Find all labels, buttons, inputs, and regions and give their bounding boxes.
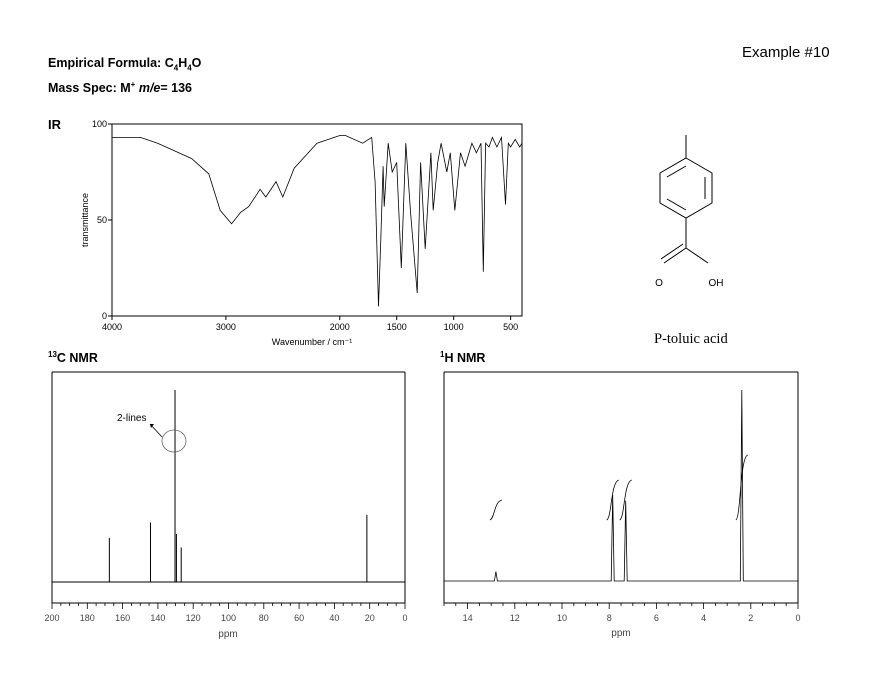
empirical-formula: Empirical Formula: C4H4O [48, 56, 201, 73]
formula-h-subscript: 4 [187, 63, 192, 73]
ir-xtick-label: 500 [503, 322, 518, 332]
h1-integral-curve [619, 479, 632, 521]
h1-xtick-label: 6 [654, 613, 659, 623]
h1-xtick-label: 0 [795, 613, 800, 623]
c13-xtick-label: 80 [259, 613, 269, 623]
carbonyl-bond-b [660, 243, 684, 260]
c13-nmr-title: 13C NMR [48, 350, 98, 365]
h1-xtick-label: 10 [557, 613, 567, 623]
mass-prefix: Mass Spec: M [48, 81, 131, 96]
mass-superscript: + [130, 80, 136, 89]
ir-xtick-label: 4000 [102, 322, 122, 332]
h1-text: H NMR [444, 351, 486, 366]
atom-oh-label: OH [709, 278, 724, 289]
ir-xtick-label: 3000 [216, 322, 236, 332]
ir-xtick-label: 1500 [387, 322, 407, 332]
h1-superscript: 1 [440, 350, 445, 359]
p-toluic-acid-structure [659, 135, 713, 264]
ring-double-bond-3 [666, 198, 687, 211]
benzene-ring [659, 157, 713, 219]
h1-xtick-label: 2 [748, 613, 753, 623]
formula-o: O [191, 56, 202, 70]
ir-ytick-label: 0 [102, 311, 107, 321]
two-lines-circle [161, 429, 187, 453]
two-lines-annotation: 2-lines [117, 413, 146, 424]
h1-chart: 14 12 10 8 6 4 2 0 ppm [443, 371, 801, 639]
ir-title: IR [48, 117, 61, 132]
formula-prefix: Empirical Formula: C [48, 56, 174, 70]
c13-xtick-label: 180 [80, 613, 95, 623]
compound-name: P-toluic acid [654, 331, 728, 347]
h1-xtick-label: 4 [701, 613, 706, 623]
c13-xtick-label: 60 [294, 613, 304, 623]
h1-integral-curve [489, 499, 503, 521]
carbonyl-bond-a [663, 247, 687, 264]
c13-xtick-label: 0 [402, 613, 407, 623]
c13-xtick-label: 120 [186, 613, 201, 623]
mass-spec: Mass Spec: M+ m/e= 136 [48, 80, 192, 95]
c13-text: C NMR [56, 351, 98, 366]
h1-spectrum-line [444, 389, 798, 582]
ir-xtick-label: 1000 [444, 322, 464, 332]
ir-xtick-label: 2000 [330, 322, 350, 332]
h1-xtick-label: 8 [607, 613, 612, 623]
c13-xtick-label: 40 [329, 613, 339, 623]
h1-xtick-label: 14 [463, 613, 473, 623]
ir-ytick-label: 50 [97, 215, 107, 225]
h1-integral-curve [606, 479, 619, 521]
example-label: Example #10 [742, 44, 830, 61]
ir-ylabel: transmittance [80, 193, 90, 247]
atom-o-label: O [655, 278, 663, 289]
c13-xtick-label: 140 [150, 613, 165, 623]
ir-xlabel: Wavenumber / cm⁻¹ [272, 337, 352, 347]
c13-xtick-label: 20 [365, 613, 375, 623]
h1-integral-curve [735, 454, 749, 521]
c13-xtick-label: 100 [221, 613, 236, 623]
ir-spectrum-line [112, 135, 523, 307]
h1-nmr-title: 1H NMR [440, 350, 485, 365]
c13-xtick-label: 200 [44, 613, 59, 623]
formula-h: H [178, 56, 188, 70]
c13-superscript: 13 [48, 350, 57, 359]
mass-value: = 136 [160, 81, 193, 96]
annotation-arrow-head [150, 424, 154, 428]
h1-xtick-label: 12 [510, 613, 520, 623]
mass-me: m/e [138, 81, 161, 96]
hydroxyl-bond [685, 247, 709, 264]
c13-chart: 200 180 160 140 120 100 80 60 40 20 0 ppm 2-lines [44, 371, 408, 640]
ring-double-bond-1 [666, 165, 687, 178]
c13-xtick-label: 160 [115, 613, 130, 623]
h1-xlabel: ppm [611, 628, 630, 639]
formula-c-subscript: 4 [173, 63, 179, 73]
c13-xlabel: ppm [218, 629, 237, 640]
ir-ytick-label: 100 [92, 119, 107, 129]
